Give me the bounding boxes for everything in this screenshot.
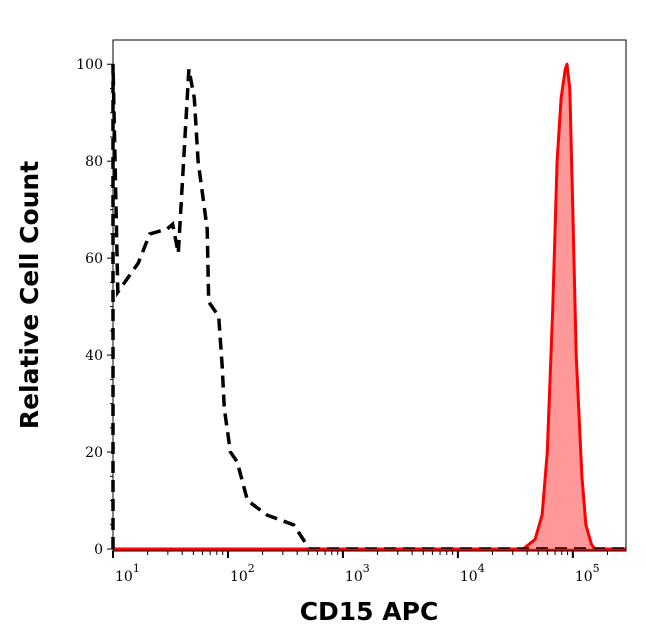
series-line-positive <box>113 62 626 551</box>
y-tick-label: 20 <box>85 445 103 461</box>
x-tick-exponent: 2 <box>248 562 255 575</box>
x-tick-label: 102 <box>230 562 255 585</box>
x-tick-exponent: 3 <box>363 562 370 575</box>
plot-frame <box>112 39 627 552</box>
y-tick-label: 80 <box>85 154 103 170</box>
x-tick-label: 105 <box>575 562 600 585</box>
x-axis-title: CD15 APC <box>300 597 439 626</box>
x-tick-label: 104 <box>460 562 485 585</box>
y-tick-label: 40 <box>85 348 103 364</box>
x-tick-label: 101 <box>115 562 140 585</box>
x-tick-exponent: 5 <box>593 562 600 575</box>
x-tick-base: 10 <box>575 569 593 585</box>
x-tick-exponent: 4 <box>478 562 485 575</box>
x-tick-base: 10 <box>115 569 133 585</box>
y-tick-label: 0 <box>94 542 103 558</box>
x-tick-exponent: 1 <box>133 562 140 575</box>
x-tick-base: 10 <box>345 569 363 585</box>
series-fill-area <box>113 64 626 549</box>
series-layer <box>111 62 626 552</box>
y-axis-title: Relative Cell Count <box>15 161 44 429</box>
x-tick-base: 10 <box>460 569 478 585</box>
y-tick-label: 100 <box>76 57 103 73</box>
y-tick-label: 60 <box>85 251 103 267</box>
series-line-control <box>111 64 626 551</box>
x-tick-label: 103 <box>345 562 370 585</box>
x-tick-base: 10 <box>230 569 248 585</box>
